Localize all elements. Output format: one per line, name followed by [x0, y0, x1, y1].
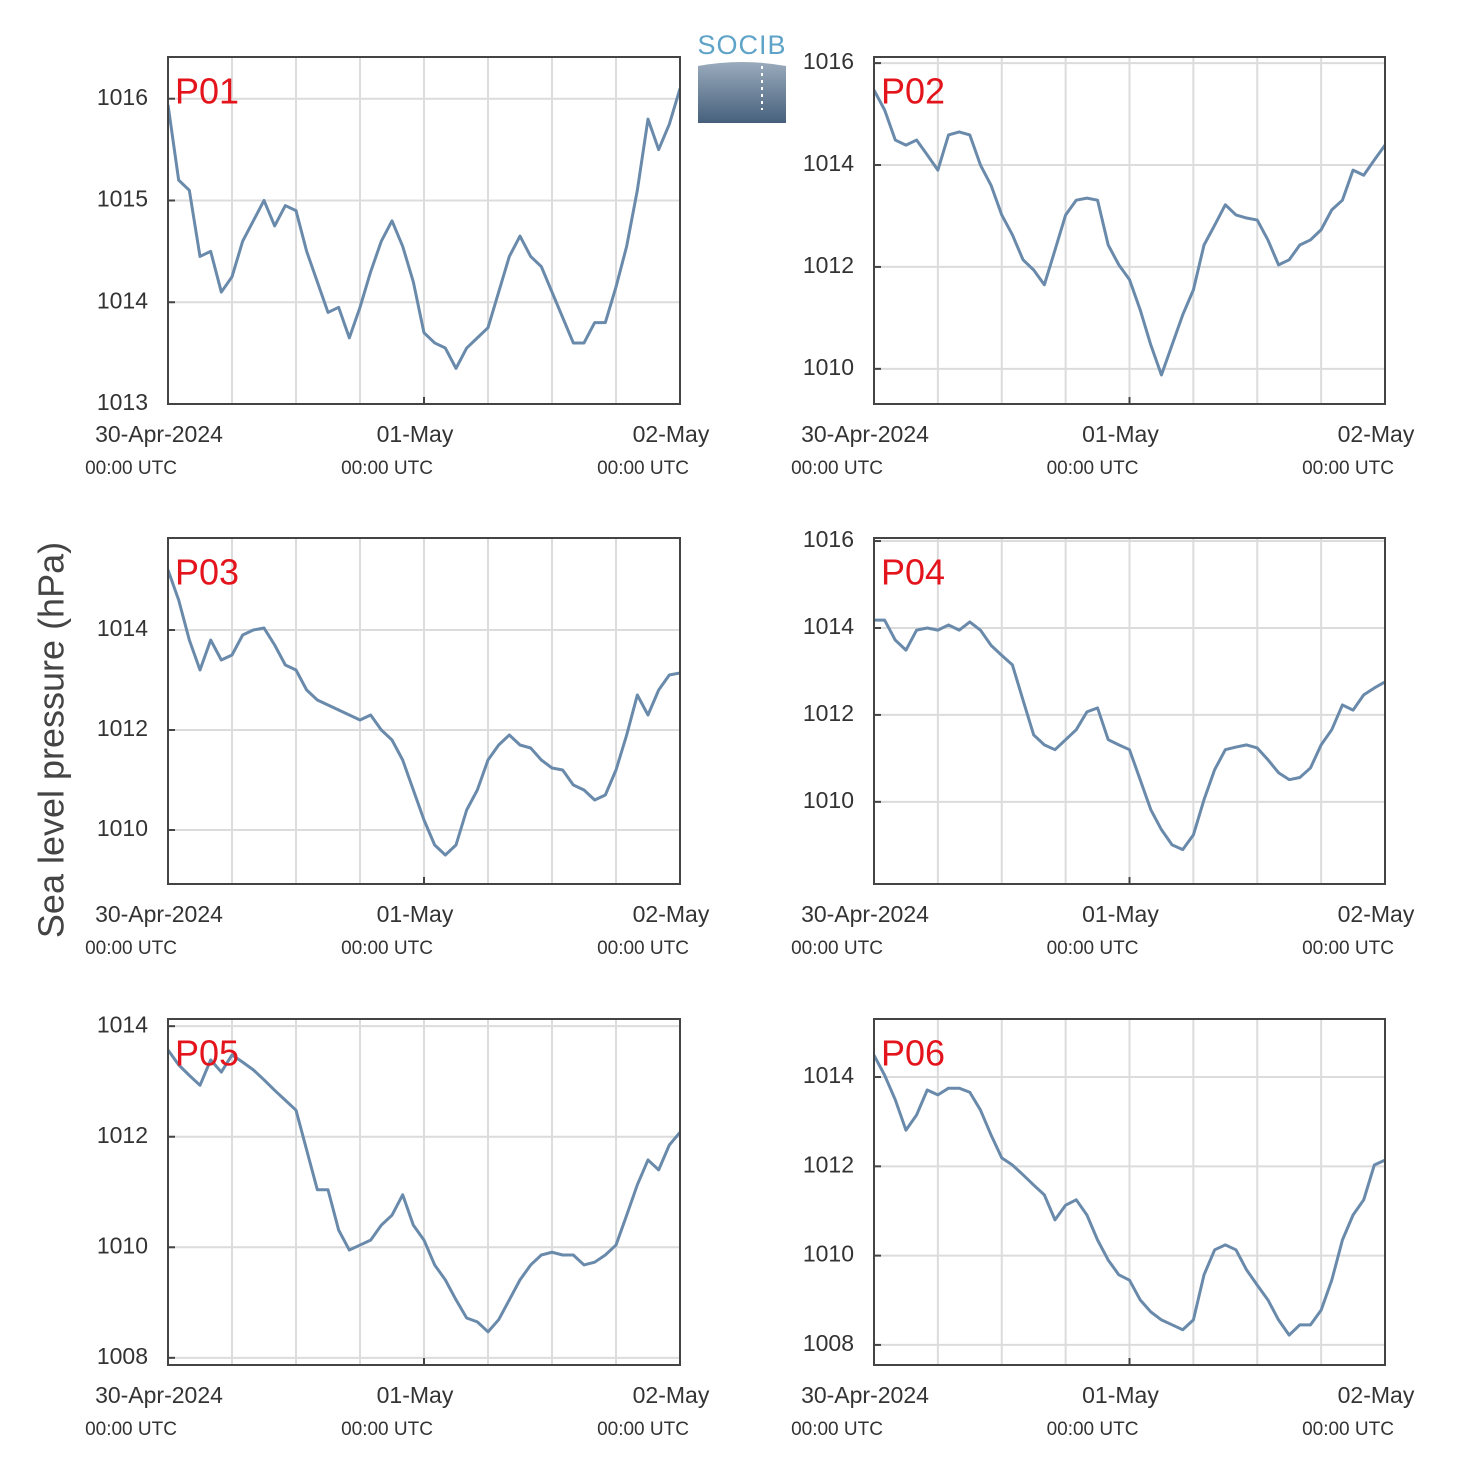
- x-tick-sublabel: 00:00 UTC: [1047, 1419, 1139, 1440]
- x-tick-label: 30-Apr-2024: [95, 421, 223, 447]
- plot-frame: [873, 56, 1386, 405]
- panel: 1010 1012 1014 1016 30-Apr-2024 00:00 UTC 01-M…: [791, 48, 1415, 479]
- x-tick-label: 01-May: [1082, 421, 1159, 447]
- x-tick-label: 30-Apr-2024: [801, 901, 929, 927]
- x-tick-label: 01-May: [1082, 901, 1159, 927]
- x-tick-label: 02-May: [633, 901, 710, 927]
- pressure-line: [168, 569, 680, 857]
- panel-title: P02: [881, 71, 945, 112]
- x-tick-sublabel: 00:00 UTC: [791, 938, 883, 959]
- plot-frame: [873, 1018, 1386, 1366]
- panel-title: P05: [175, 1033, 239, 1074]
- x-tick-label: 30-Apr-2024: [95, 1382, 223, 1408]
- pressure-line: [874, 89, 1385, 377]
- y-axis-label: Sea level pressure (hPa): [31, 542, 72, 938]
- x-tick-label: 01-May: [377, 1382, 454, 1408]
- x-tick-sublabel: 00:00 UTC: [85, 1419, 177, 1440]
- x-tick-label: 01-May: [377, 901, 454, 927]
- y-tick-label: 1012: [97, 715, 148, 741]
- y-tick-label: 1012: [803, 252, 854, 278]
- x-tick-sublabel: 00:00 UTC: [1302, 1419, 1394, 1440]
- y-tick-label: 1014: [97, 1011, 148, 1037]
- y-tick-label: 1008: [97, 1343, 148, 1369]
- panel: 1008 1010 1012 1014 30-Apr-2024 00:00 UTC 01-M…: [85, 1011, 710, 1440]
- logo-wave: [698, 62, 786, 123]
- y-tick-label: 1013: [97, 389, 148, 415]
- x-tick-label: 30-Apr-2024: [95, 901, 223, 927]
- x-tick-sublabel: 00:00 UTC: [1047, 458, 1139, 479]
- x-tick-label: 02-May: [633, 421, 710, 447]
- x-tick-sublabel: 00:00 UTC: [341, 938, 433, 959]
- panel: 1010 1012 1014 30-Apr-2024 00:00 UTC 01-May 00…: [85, 537, 710, 959]
- y-tick-label: 1014: [803, 1062, 854, 1088]
- x-tick-label: 02-May: [633, 1382, 710, 1408]
- x-tick-sublabel: 00:00 UTC: [85, 938, 177, 959]
- plot-frame: [873, 537, 1386, 885]
- y-tick-label: 1010: [803, 354, 854, 380]
- x-tick-label: 01-May: [377, 421, 454, 447]
- plot-frame: [167, 1018, 681, 1366]
- panel-title: P06: [881, 1033, 945, 1074]
- y-tick-label: 1012: [803, 1151, 854, 1177]
- y-tick-label: 1012: [97, 1122, 148, 1148]
- x-tick-sublabel: 00:00 UTC: [1302, 938, 1394, 959]
- y-tick-label: 1012: [803, 700, 854, 726]
- x-tick-sublabel: 00:00 UTC: [597, 458, 689, 479]
- x-tick-label: 02-May: [1338, 901, 1415, 927]
- x-tick-label: 02-May: [1338, 421, 1415, 447]
- y-tick-label: 1014: [803, 613, 854, 639]
- plot-frame: [167, 56, 681, 405]
- y-tick-label: 1010: [803, 787, 854, 813]
- x-tick-label: 30-Apr-2024: [801, 1382, 929, 1408]
- y-tick-label: 1016: [803, 48, 854, 74]
- panel: 1008 1010 1012 1014 30-Apr-2024 00:00 UTC 01-M…: [791, 1018, 1415, 1440]
- y-tick-label: 1014: [803, 150, 854, 176]
- pressure-line: [168, 88, 680, 370]
- x-tick-sublabel: 00:00 UTC: [1302, 458, 1394, 479]
- panel-title: P04: [881, 552, 945, 593]
- x-tick-sublabel: 00:00 UTC: [597, 1419, 689, 1440]
- x-tick-sublabel: 00:00 UTC: [791, 1419, 883, 1440]
- panel-title: P01: [175, 71, 239, 112]
- panel-title: P03: [175, 552, 239, 593]
- logo-text: SOCIB: [697, 30, 786, 60]
- pressure-line: [168, 1049, 680, 1334]
- pressure-line: [874, 1054, 1385, 1337]
- y-tick-label: 1016: [97, 84, 148, 110]
- panel: 1010 1012 1014 1016 30-Apr-2024 00:00 UTC 01-M…: [791, 526, 1415, 959]
- x-tick-sublabel: 00:00 UTC: [341, 458, 433, 479]
- x-tick-label: 01-May: [1082, 1382, 1159, 1408]
- y-tick-label: 1008: [803, 1330, 854, 1356]
- x-tick-sublabel: 00:00 UTC: [597, 938, 689, 959]
- x-tick-sublabel: 00:00 UTC: [341, 1419, 433, 1440]
- logo: SOCIB: [697, 30, 786, 123]
- x-tick-label: 30-Apr-2024: [801, 421, 929, 447]
- x-tick-label: 02-May: [1338, 1382, 1415, 1408]
- y-tick-label: 1010: [803, 1241, 854, 1267]
- plot-frame: [167, 537, 681, 885]
- x-tick-sublabel: 00:00 UTC: [1047, 938, 1139, 959]
- y-tick-label: 1015: [97, 186, 148, 212]
- x-tick-sublabel: 00:00 UTC: [791, 458, 883, 479]
- y-tick-label: 1016: [803, 526, 854, 552]
- x-tick-sublabel: 00:00 UTC: [85, 458, 177, 479]
- panel: 1013 1014 1015 1016 30-Apr-2024 00:00 UTC 01-M…: [85, 56, 710, 479]
- y-tick-label: 1014: [97, 615, 148, 641]
- y-tick-label: 1014: [97, 287, 148, 313]
- pressure-line: [874, 618, 1385, 852]
- y-tick-label: 1010: [97, 815, 148, 841]
- y-tick-label: 1010: [97, 1232, 148, 1258]
